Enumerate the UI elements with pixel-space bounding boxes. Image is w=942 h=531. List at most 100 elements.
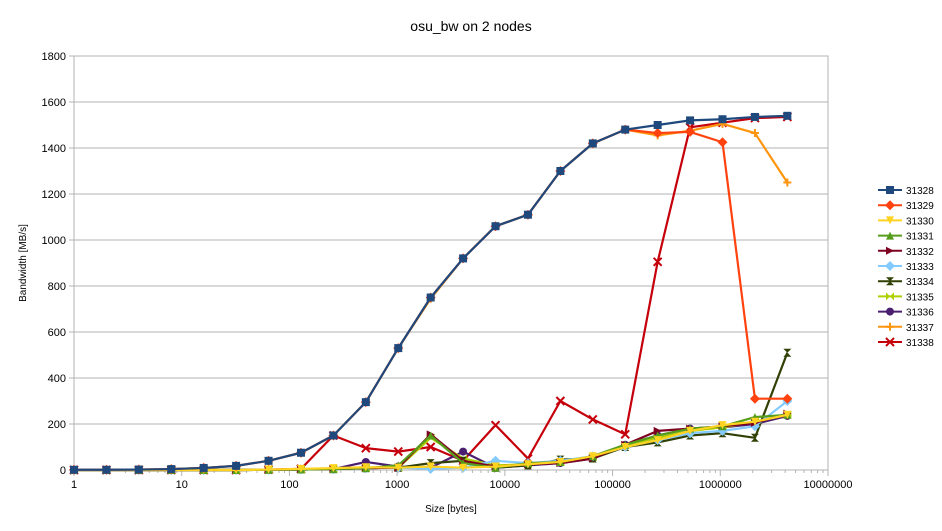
legend-item-31331: 31331 [878, 231, 934, 243]
data-point [750, 417, 759, 426]
data-point [393, 446, 403, 457]
x-tick-label: 1 [71, 479, 77, 491]
legend-label: 31337 [906, 323, 934, 334]
legend-label: 31330 [906, 216, 934, 227]
x-tick-label: 100 [280, 479, 298, 491]
data-point [426, 462, 435, 471]
data-point [717, 137, 728, 148]
legend-swatch-marker [886, 277, 894, 286]
legend-label: 31335 [906, 292, 934, 303]
y-tick-label: 1800 [42, 51, 66, 63]
y-tick-label: 400 [48, 373, 66, 385]
legend-item-31338: 31338 [878, 337, 934, 349]
data-point [782, 393, 793, 404]
data-point [523, 210, 532, 219]
legend-item-31328: 31328 [878, 186, 934, 197]
data-point [264, 456, 273, 465]
legend-item-31333: 31333 [878, 261, 934, 273]
data-point [361, 398, 370, 407]
legend-item-31335: 31335 [878, 292, 934, 303]
data-point [621, 443, 630, 451]
data-point [783, 348, 792, 357]
data-point [426, 293, 435, 302]
data-point [556, 457, 565, 466]
data-point [588, 414, 598, 425]
data-point [426, 431, 435, 440]
x-tick-label: 10000 [490, 479, 521, 491]
y-tick-label: 200 [48, 419, 66, 431]
y-tick-label: 1000 [42, 235, 66, 247]
legend-label: 31331 [906, 232, 934, 243]
plot-area-border [73, 55, 829, 471]
data-point [750, 433, 759, 442]
legend-label: 31332 [906, 247, 934, 258]
data-point [783, 111, 792, 120]
legend-swatch-marker [885, 337, 895, 347]
y-tick-label: 600 [48, 327, 66, 339]
data-point [329, 431, 338, 440]
data-point [750, 112, 759, 121]
data-point [652, 128, 663, 139]
data-point [70, 465, 78, 474]
y-tick-label: 0 [60, 465, 66, 477]
data-point [783, 410, 792, 419]
legend-item-31329: 31329 [878, 200, 934, 212]
data-point [555, 396, 566, 406]
x-tick-label: 1000000 [699, 479, 742, 491]
legend-swatch-marker [886, 231, 894, 240]
y-axis-title: Bandwidth [MB/s] [18, 224, 29, 302]
y-tick-label: 1600 [42, 97, 66, 109]
y-tick-label: 1200 [42, 189, 66, 201]
legend-swatch-marker [886, 216, 894, 225]
data-point [199, 463, 208, 472]
data-point [653, 436, 662, 445]
x-axis-title: Size [bytes] [425, 504, 477, 515]
legend-item-31334: 31334 [878, 277, 934, 288]
data-point [102, 465, 111, 474]
data-point [394, 344, 403, 353]
x-tick-label: 1000 [385, 479, 409, 491]
legend-label: 31334 [906, 277, 934, 288]
data-point [134, 465, 143, 474]
grid-layer [73, 55, 829, 471]
x-tick-label: 10000000 [804, 479, 853, 491]
data-point [491, 222, 500, 231]
legend-label: 31329 [906, 201, 934, 212]
legend-item-31332: 31332 [878, 246, 934, 258]
legend-item-31330: 31330 [878, 216, 934, 227]
legend-label: 31338 [906, 338, 934, 349]
data-point [718, 421, 727, 430]
data-point [556, 167, 565, 175]
data-point [652, 257, 663, 267]
legend-swatch-marker [886, 246, 894, 255]
data-point [394, 463, 403, 472]
data-point [361, 443, 371, 453]
data-point [459, 447, 468, 456]
legend-swatch-marker [885, 200, 895, 211]
data-point [620, 429, 630, 440]
legend-swatch-marker [885, 261, 895, 271]
data-point [264, 465, 273, 474]
legend-label: 31333 [906, 262, 934, 273]
data-point [459, 463, 468, 472]
y-tick-label: 1400 [42, 143, 66, 155]
legend-swatch-marker [886, 292, 894, 301]
data-point [653, 426, 662, 435]
data-point [459, 254, 468, 263]
data-point [686, 426, 695, 435]
data-point [490, 420, 501, 430]
x-tick-label: 100000 [594, 479, 631, 491]
y-tick-label: 800 [48, 281, 66, 293]
legend-item-31336: 31336 [878, 307, 934, 319]
legend-label: 31336 [906, 308, 934, 319]
data-point [296, 464, 305, 473]
data-point [491, 462, 500, 471]
data-point [783, 178, 792, 187]
legend-swatch-marker [886, 307, 894, 316]
data-point [523, 460, 532, 469]
data-point [749, 393, 760, 404]
data-point [621, 125, 630, 134]
